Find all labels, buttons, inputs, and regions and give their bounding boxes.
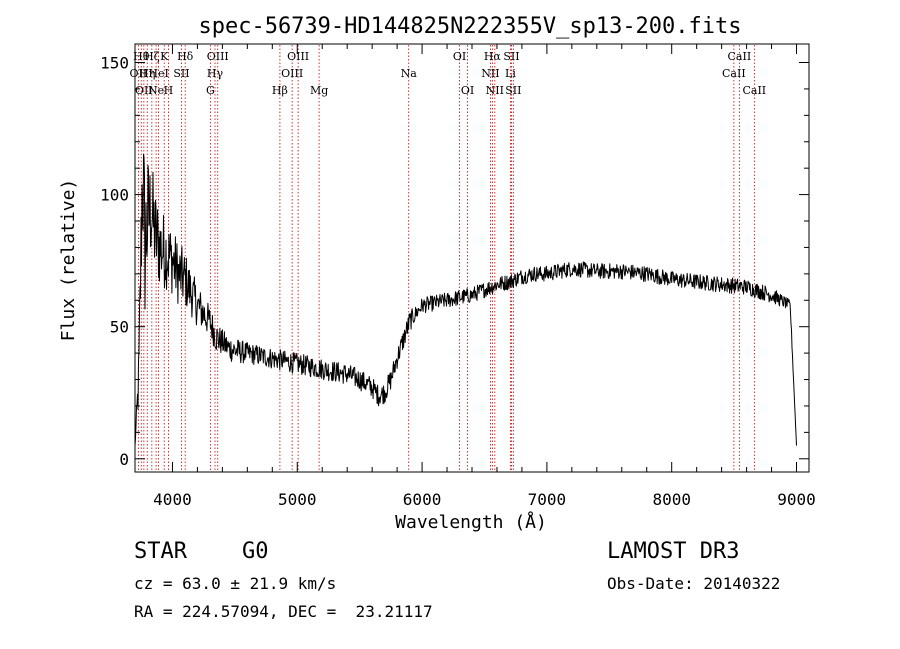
line-label: OI [461, 84, 474, 97]
line-label: NII [481, 67, 499, 80]
coordinates: RA = 224.57094, DEC = 23.21117 [134, 602, 433, 621]
line-label: G [206, 84, 215, 97]
x-tick-label: 7000 [528, 490, 567, 509]
object-class: STAR [134, 539, 187, 564]
line-label: OI [453, 50, 466, 63]
line-label: CaII [742, 84, 766, 97]
x-tick-label: 6000 [403, 490, 442, 509]
spectrum-series [134, 153, 797, 446]
line-labels: OIIHθOIIHηHζNeHeIKHSIIHδGHγOIIIHβOIIIOII… [130, 50, 767, 97]
chart-title: spec-56739-HD144825N222355V_sp13-200.fit… [198, 14, 741, 39]
line-label: Li [505, 67, 516, 80]
object-subclass: G0 [242, 539, 269, 564]
line-label: Hδ [177, 50, 194, 63]
spectrum-line [134, 153, 797, 446]
line-label: NII [486, 84, 504, 97]
x-tick-label: 4000 [153, 490, 192, 509]
axis-ticks: 4000 5000 6000 7000 8000 9000 0 50 100 150 [100, 44, 816, 509]
y-axis-label: Flux (relative) [58, 179, 79, 342]
line-label: Hζ [144, 50, 160, 63]
line-label: SII [173, 67, 189, 80]
line-label: H [164, 84, 174, 97]
line-label: K [160, 50, 169, 63]
line-label: Hγ [207, 67, 224, 80]
line-label: CaII [722, 67, 746, 80]
redshift-value: cz = 63.0 ± 21.9 km/s [134, 574, 337, 593]
line-label: OII [130, 67, 148, 80]
line-label: OIII [287, 50, 309, 63]
line-label: Na [401, 67, 418, 80]
y-tick-label: 50 [110, 318, 129, 337]
y-tick-label: 0 [119, 450, 129, 469]
line-label: OIII [207, 50, 229, 63]
line-label: Mg [310, 84, 328, 97]
x-tick-label: 5000 [278, 490, 317, 509]
line-label: HeI [148, 67, 168, 80]
survey-name: LAMOST DR3 [607, 539, 740, 564]
line-label: Hβ [272, 84, 288, 97]
y-tick-label: 100 [100, 186, 129, 205]
line-label: Hθ [133, 50, 150, 63]
line-label: OII [135, 84, 153, 97]
line-label: Hη [139, 67, 155, 80]
emission-line-markers [137, 45, 755, 471]
line-label: SII [505, 84, 521, 97]
x-axis-label: Wavelength (Å) [395, 511, 547, 533]
line-label: SII [503, 50, 519, 63]
y-tick-label: 150 [100, 53, 129, 72]
line-label: CaII [728, 50, 752, 63]
x-tick-label: 8000 [652, 490, 691, 509]
line-label: Ne [148, 84, 164, 97]
x-tick-label: 9000 [777, 490, 816, 509]
plot-frame [134, 43, 810, 473]
line-label: Hα [484, 50, 502, 63]
line-label: OIII [281, 67, 303, 80]
observation-date: Obs-Date: 20140322 [607, 574, 781, 593]
